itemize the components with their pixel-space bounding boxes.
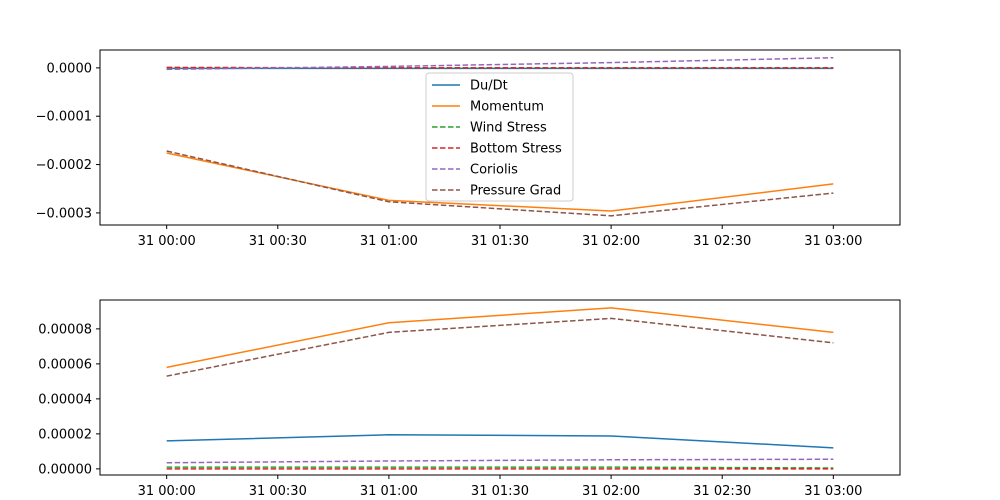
y-tick-label: −0.0001 [36,110,92,125]
legend-label: Coriolis [470,163,518,178]
legend: Du/Dt Momentum Wind Stress Bottom Stress Cor… [425,72,574,202]
legend-box [425,72,574,202]
bottom-chart: 31 00:00 31 00:30 31 01:00 31 01:30 31 02:00… [38,299,901,499]
top-chart: 31 00:00 31 00:30 31 01:00 31 01:30 31 02:00… [36,49,901,249]
x-tick-label: 31 03:00 [804,484,862,499]
y-tick-label: 0.00000 [38,462,92,477]
legend-label: Wind Stress [470,121,547,136]
legend-label: Momentum [470,100,544,115]
x-tick-label: 31 00:30 [249,234,307,249]
x-tick-label: 31 00:00 [138,234,196,249]
x-tick-label: 31 02:00 [582,234,640,249]
x-tick-label: 31 02:30 [693,234,751,249]
y-tick-label: 0.00006 [38,357,92,372]
y-tick-label: 0.00004 [38,392,92,407]
x-tick-label: 31 00:00 [138,484,196,499]
series-line-pressure-grad [166,150,834,217]
series-line-coriolis [166,56,834,71]
legend-label: Bottom Stress [470,142,562,157]
x-tick-label: 31 02:00 [582,484,640,499]
y-tick-label: −0.0003 [36,206,92,221]
x-tick-label: 31 01:30 [471,234,529,249]
x-tick-label: 31 01:00 [360,484,418,499]
x-tick-label: 31 00:30 [249,484,307,499]
series-line-coriolis [166,458,834,464]
x-tick-label: 31 01:30 [471,484,529,499]
y-tick-label: −0.0002 [36,158,92,173]
x-tick-label: 31 01:00 [360,234,418,249]
y-tick-label: 0.00008 [38,322,92,337]
series-line-du-dt [166,433,834,449]
legend-label: Pressure Grad [470,184,561,199]
series-line-pressure-grad [166,317,834,377]
legend-label: Du/Dt [470,79,508,94]
y-tick-label: 0.0000 [47,61,93,76]
x-tick-label: 31 02:30 [693,484,751,499]
y-tick-label: 0.00002 [38,427,92,442]
series-line-momentum [166,307,834,369]
series-line-wind-stress [166,466,834,469]
x-tick-label: 31 03:00 [804,234,862,249]
